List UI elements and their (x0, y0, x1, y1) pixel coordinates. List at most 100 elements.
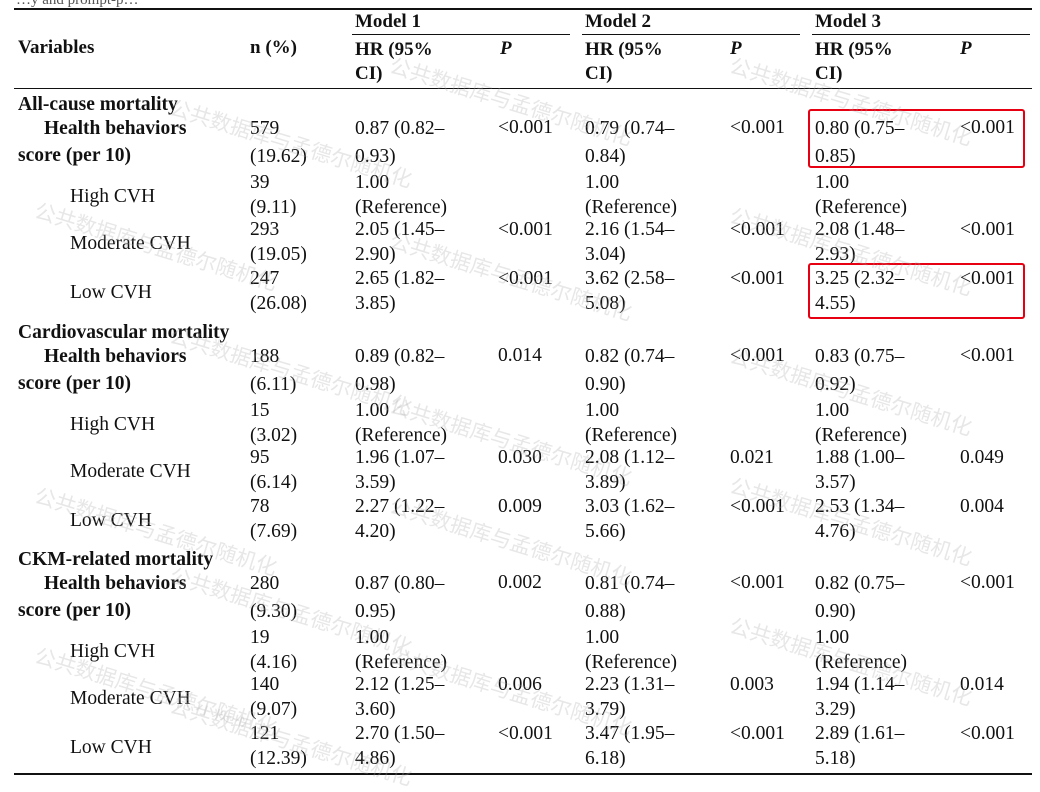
bottom-rule (14, 773, 1032, 775)
n-percent-cell: 579 (19.62) (250, 118, 307, 167)
n-percent-cell: 15 (3.02) (250, 400, 298, 446)
hr-ci-cell: 3.25 (2.32– 4.55) (815, 268, 905, 314)
header-hr-model-1: HR (95% CI) (355, 39, 433, 84)
p-value-cell: <0.001 (730, 723, 785, 744)
p-value-cell: <0.001 (960, 572, 1015, 593)
p-value-cell: 0.004 (960, 496, 1004, 517)
hr-ci-cell: 0.81 (0.74– 0.88) (585, 573, 675, 622)
hr-ci-cell: 3.62 (2.58– 5.08) (585, 268, 675, 314)
hr-ci-cell: 3.47 (1.95– 6.18) (585, 723, 675, 769)
hr-ci-cell: 2.16 (1.54– 3.04) (585, 219, 675, 265)
row-label: Low CVH (70, 282, 152, 303)
n-percent-cell: 293 (19.05) (250, 219, 307, 265)
header-model-2: Model 2 (585, 11, 651, 32)
p-value-cell: <0.001 (960, 219, 1015, 240)
row-label: Moderate CVH (70, 688, 191, 709)
section-title: All-cause mortality (18, 94, 178, 115)
model-2-underline (582, 34, 800, 35)
header-model-3: Model 3 (815, 11, 881, 32)
p-value-cell: <0.001 (730, 496, 785, 517)
p-value-cell: 0.009 (498, 496, 542, 517)
row-label: Health behaviors (44, 346, 187, 367)
p-value-cell: <0.001 (730, 219, 785, 240)
hr-ci-cell: 3.03 (1.62– 5.66) (585, 496, 675, 542)
hr-ci-cell: 2.27 (1.22– 4.20) (355, 496, 445, 542)
p-value-cell: <0.001 (730, 572, 785, 593)
hr-ci-cell: 1.88 (1.00– 3.57) (815, 447, 905, 493)
header-p-model-1: P (500, 38, 512, 59)
row-label: Low CVH (70, 737, 152, 758)
hr-ci-cell: 2.70 (1.50– 4.86) (355, 723, 445, 769)
p-value-cell: <0.001 (960, 268, 1015, 289)
p-value-cell: <0.001 (730, 345, 785, 366)
n-percent-cell: 39 (9.11) (250, 172, 297, 218)
hr-ci-cell: 2.08 (1.12– 3.89) (585, 447, 675, 493)
hr-ci-cell: 0.87 (0.82– 0.93) (355, 118, 445, 167)
header-hr-model-2: HR (95% CI) (585, 39, 663, 84)
p-value-cell: 0.014 (498, 345, 542, 366)
hr-ci-cell: 1.00 (Reference) (585, 400, 678, 446)
hr-ci-cell: 2.05 (1.45– 2.90) (355, 219, 445, 265)
row-label: Health behaviors (44, 118, 187, 139)
header-n-percent: n (%) (250, 37, 297, 58)
hr-ci-cell: 0.83 (0.75– 0.92) (815, 346, 905, 395)
n-percent-cell: 280 (9.30) (250, 573, 298, 622)
cropped-caption-fragment: …y and prompt-p… (16, 0, 139, 8)
hr-ci-cell: 0.89 (0.82– 0.98) (355, 346, 445, 395)
p-value-cell: 0.006 (498, 674, 542, 695)
row-label-cont: score (per 10) (18, 373, 131, 394)
header-p-model-2: P (730, 38, 742, 59)
row-label: Low CVH (70, 510, 152, 531)
n-percent-cell: 140 (9.07) (250, 674, 298, 720)
p-value-cell: 0.014 (960, 674, 1004, 695)
hr-ci-cell: 2.53 (1.34– 4.76) (815, 496, 905, 542)
row-label: Moderate CVH (70, 233, 191, 254)
row-label: High CVH (70, 641, 156, 662)
row-label-cont: score (per 10) (18, 600, 131, 621)
hr-ci-cell: 0.82 (0.75– 0.90) (815, 573, 905, 622)
n-percent-cell: 19 (4.16) (250, 627, 298, 673)
p-value-cell: 0.003 (730, 674, 774, 695)
p-value-cell: 0.002 (498, 572, 542, 593)
n-percent-cell: 95 (6.14) (250, 447, 298, 493)
hr-ci-cell: 2.89 (1.61– 5.18) (815, 723, 905, 769)
p-value-cell: <0.001 (730, 268, 785, 289)
row-label: Moderate CVH (70, 461, 191, 482)
p-value-cell: <0.001 (960, 723, 1015, 744)
n-percent-cell: 121 (12.39) (250, 723, 307, 769)
model-1-underline (352, 34, 570, 35)
p-value-cell: <0.001 (498, 219, 553, 240)
hr-ci-cell: 2.23 (1.31– 3.79) (585, 674, 675, 720)
p-value-cell: <0.001 (960, 117, 1015, 138)
hr-ci-cell: 1.00 (Reference) (355, 172, 448, 218)
p-value-cell: 0.049 (960, 447, 1004, 468)
p-value-cell: <0.001 (498, 268, 553, 289)
highlight-box-low-cvh-model-3 (808, 263, 1025, 319)
header-bottom-rule (14, 88, 1032, 89)
hr-ci-cell: 2.08 (1.48– 2.93) (815, 219, 905, 265)
hr-ci-cell: 1.94 (1.14– 3.29) (815, 674, 905, 720)
hr-ci-cell: 0.80 (0.75– 0.85) (815, 118, 905, 167)
n-percent-cell: 188 (6.11) (250, 346, 297, 395)
highlight-box-score-model-3 (808, 109, 1025, 168)
header-p-model-3: P (960, 38, 972, 59)
section-title: Cardiovascular mortality (18, 322, 230, 343)
hr-ci-cell: 1.00 (Reference) (815, 627, 908, 673)
hr-ci-cell: 0.79 (0.74– 0.84) (585, 118, 675, 167)
hr-ci-cell: 0.82 (0.74– 0.90) (585, 346, 675, 395)
p-value-cell: <0.001 (498, 117, 553, 138)
header-hr-model-3: HR (95% CI) (815, 39, 893, 84)
row-label-cont: score (per 10) (18, 145, 131, 166)
hr-ci-cell: 1.00 (Reference) (585, 627, 678, 673)
hr-ci-cell: 2.65 (1.82– 3.85) (355, 268, 445, 314)
model-3-underline (812, 34, 1030, 35)
top-rule (14, 8, 1032, 10)
n-percent-cell: 247 (26.08) (250, 268, 307, 314)
hr-ci-cell: 1.00 (Reference) (355, 627, 448, 673)
p-value-cell: <0.001 (730, 117, 785, 138)
hr-ci-cell: 2.12 (1.25– 3.60) (355, 674, 445, 720)
p-value-cell: <0.001 (498, 723, 553, 744)
hr-ci-cell: 1.96 (1.07– 3.59) (355, 447, 445, 493)
p-value-cell: 0.030 (498, 447, 542, 468)
hr-ci-cell: 1.00 (Reference) (815, 400, 908, 446)
